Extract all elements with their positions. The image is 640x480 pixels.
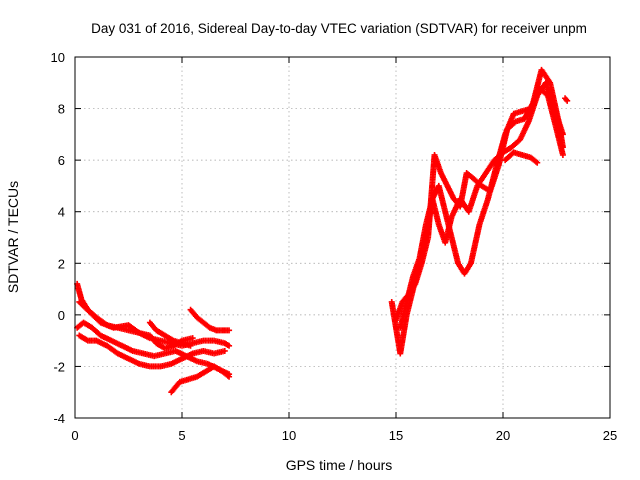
y-axis-label: SDTVAR / TECUs: [5, 181, 21, 293]
y-tick-label: -4: [53, 411, 65, 426]
x-axis-label: GPS time / hours: [286, 457, 393, 473]
data-point: [226, 373, 233, 380]
x-tick-label: 0: [71, 428, 78, 443]
series-track-3: [76, 332, 228, 370]
data-point: [221, 347, 228, 354]
y-tick-label: 4: [58, 205, 65, 220]
data-point: [564, 97, 571, 104]
data-points: [74, 66, 571, 396]
x-tick-label: 20: [496, 428, 510, 443]
y-tick-label: -2: [53, 359, 65, 374]
x-tick-label: 10: [282, 428, 296, 443]
data-point: [226, 342, 233, 349]
plot-frame: [74, 56, 611, 419]
x-tick-label: 15: [389, 428, 403, 443]
series-track-12: [562, 95, 571, 104]
data-point: [226, 327, 233, 334]
data-point: [187, 342, 194, 349]
data-point: [559, 151, 566, 158]
chart-title: Day 031 of 2016, Sidereal Day-to-day VTE…: [91, 21, 587, 36]
data-point: [189, 335, 196, 342]
x-tick-label: 25: [603, 428, 617, 443]
y-tick-label: 6: [58, 153, 65, 168]
x-tick-label: 5: [178, 428, 185, 443]
series-track-6: [168, 363, 233, 396]
series-track-10: [397, 84, 566, 331]
series-track-7: [187, 306, 233, 334]
series-track-4: [76, 298, 196, 352]
y-tick-label: 8: [58, 102, 65, 117]
grid-lines: [75, 57, 610, 418]
series-track-9: [393, 66, 566, 324]
series-track-5: [146, 319, 194, 349]
series-track-11: [502, 149, 541, 166]
y-tick-label: 0: [58, 308, 65, 323]
data-point: [563, 96, 570, 103]
y-tick-label: 2: [58, 256, 65, 271]
data-point: [534, 159, 541, 166]
y-tick-label: 10: [51, 50, 65, 65]
axis-ticks: 0 5 10 15 20 25 -4 -2 0 2 4 6 8 10: [51, 50, 618, 443]
